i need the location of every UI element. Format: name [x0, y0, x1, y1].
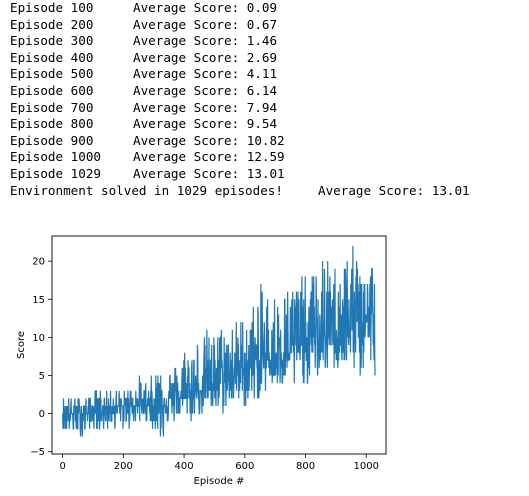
log-average-score: Average Score: 13.01 [133, 165, 285, 181]
y-axis-ticks: −5 0 5 10 15 20 [30, 257, 52, 458]
log-average-score: Average Score: 12.59 [133, 149, 285, 165]
x-tick-label: 1000 [354, 461, 379, 472]
log-line: Episode 100 Average Score: 0.09 [10, 0, 470, 17]
y-tick-label: 10 [32, 333, 45, 344]
y-axis-label: Score [16, 331, 27, 359]
x-axis-label: Episode # [194, 476, 245, 487]
log-episode: Episode 800 [10, 116, 94, 132]
log-line: Episode 500 Average Score: 4.11 [10, 66, 470, 83]
y-tick-label: 20 [32, 257, 45, 268]
log-average-score: Average Score: 1.46 [133, 33, 278, 49]
y-tick-label: 0 [39, 409, 45, 420]
log-average-score: Average Score: 2.69 [133, 49, 278, 65]
plot-frame [51, 235, 387, 455]
x-tick-label: 200 [114, 461, 133, 472]
log-episode: Episode 1029 [10, 165, 101, 181]
log-line: Episode 700 Average Score: 7.94 [10, 100, 470, 117]
y-tick-label: −5 [30, 447, 45, 458]
log-line: Episode 300 Average Score: 1.46 [10, 33, 470, 50]
log-average-score: Average Score: 10.82 [133, 132, 285, 148]
log-average-score: Average Score: 0.67 [133, 16, 278, 32]
log-line: Episode 1029 Average Score: 13.01 [10, 166, 470, 183]
log-solved-score: Average Score: 13.01 [318, 182, 470, 198]
x-tick-label: 800 [296, 461, 315, 472]
score-series-line [62, 245, 376, 437]
log-line: Episode 600 Average Score: 6.14 [10, 83, 470, 100]
log-line: Episode 900 Average Score: 10.82 [10, 133, 470, 150]
log-episode: Episode 100 [10, 0, 94, 15]
log-line: Episode 200 Average Score: 0.67 [10, 17, 470, 34]
log-average-score: Average Score: 9.54 [133, 116, 278, 132]
log-line: Episode 400 Average Score: 2.69 [10, 50, 470, 67]
log-episode: Episode 1000 [10, 149, 101, 165]
y-tick-label: 5 [39, 371, 45, 382]
log-solved-line: Environment solved in 1029 episodes! Aver… [10, 183, 470, 200]
log-episode: Episode 700 [10, 99, 94, 115]
log-average-score: Average Score: 6.14 [133, 82, 278, 98]
log-line: Episode 1000 Average Score: 12.59 [10, 149, 470, 166]
training-log: Episode 100 Average Score: 0.09 Episode 20… [10, 0, 470, 199]
log-episode: Episode 200 [10, 16, 94, 32]
log-episode: Episode 500 [10, 66, 94, 82]
plot-area [62, 245, 376, 437]
x-tick-label: 600 [235, 461, 254, 472]
log-average-score: Average Score: 7.94 [133, 99, 278, 115]
x-tick-label: 400 [175, 461, 194, 472]
log-episode: Episode 300 [10, 33, 94, 49]
log-line: Episode 800 Average Score: 9.54 [10, 116, 470, 133]
x-axis-ticks: 0 200 400 600 800 1000 [59, 454, 379, 472]
log-solved-message: Environment solved in 1029 episodes! [10, 182, 283, 198]
log-average-score: Average Score: 0.09 [133, 0, 278, 15]
log-average-score: Average Score: 4.11 [133, 66, 278, 82]
y-tick-label: 15 [32, 295, 45, 306]
log-episode: Episode 400 [10, 49, 94, 65]
log-episode: Episode 900 [10, 132, 94, 148]
log-episode: Episode 600 [10, 82, 94, 98]
score-chart: 0 200 400 600 800 1000 −5 0 5 10 15 20 Episode # S… [16, 235, 387, 487]
x-tick-label: 0 [59, 461, 65, 472]
